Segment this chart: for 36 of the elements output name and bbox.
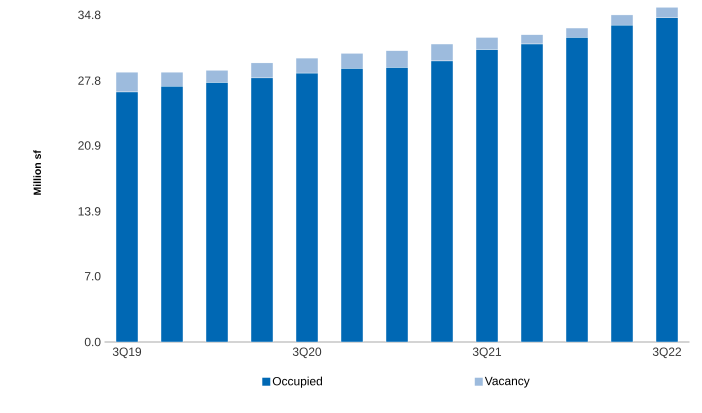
bar (296, 58, 318, 74)
bar (250, 78, 274, 342)
bar (160, 86, 184, 342)
x-tick-label: 3Q19 (112, 348, 142, 358)
y-tick-label: 20.9 (78, 141, 100, 150)
bar (430, 44, 454, 62)
x-tick-label: 3Q20 (292, 348, 322, 358)
bar (386, 50, 408, 68)
bar (476, 37, 498, 50)
bar (610, 25, 634, 342)
bar (340, 68, 364, 342)
x-tick-label: 3Q21 (472, 348, 502, 358)
bar (566, 28, 588, 38)
bar (520, 34, 544, 44)
bar (206, 70, 228, 83)
bar (250, 62, 274, 78)
legend-label: Vacancy (484, 376, 530, 388)
x-tick-label: 3Q22 (652, 348, 682, 358)
bar (386, 67, 408, 342)
y-tick-label: 34.8 (78, 10, 100, 20)
bar (340, 53, 364, 69)
bar (520, 44, 544, 342)
bar (656, 18, 678, 342)
y-tick-label: 13.9 (78, 207, 100, 216)
legend-label: Occupied (272, 376, 322, 388)
y-tick-label: 27.8 (78, 76, 100, 85)
bar (206, 82, 228, 342)
y-axis-title: Million sf (33, 150, 41, 195)
y-tick-label: 7.0 (84, 272, 101, 280)
bar (116, 92, 138, 342)
bar (430, 60, 454, 342)
bar (296, 72, 318, 342)
bar (160, 72, 184, 87)
bar (566, 37, 588, 342)
bar (476, 49, 498, 342)
y-tick-label: 0.0 (84, 338, 101, 346)
